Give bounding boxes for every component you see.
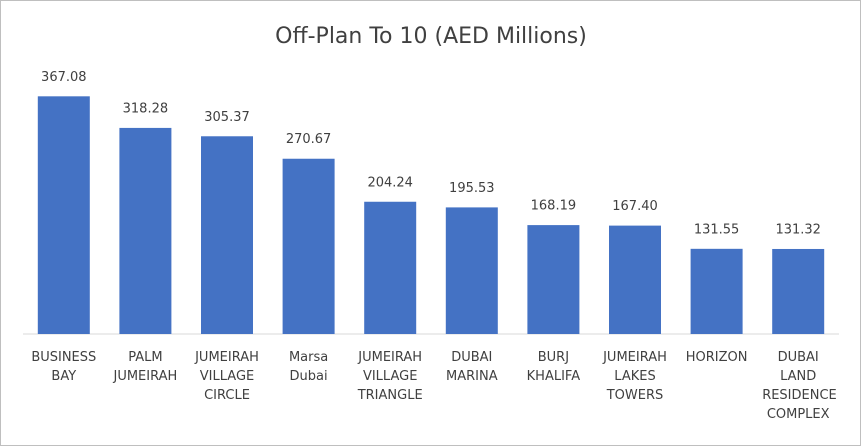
x-tick-label: JUMEIRAH VILLAGE CIRCLE [195,350,259,403]
x-tick-label: HORIZON [685,350,748,365]
bar [37,96,90,334]
bar [772,248,825,334]
data-label: 305.37 [204,110,250,125]
x-tick-label: DUBAI MARINA [446,350,498,384]
x-tick-label: JUMEIRAH VILLAGE TRIANGLE [357,350,423,403]
data-label: 204.24 [367,175,413,190]
data-label: 195.53 [449,181,495,196]
x-tick-label: DUBAI LAND RESIDENCE COMPLEX [762,350,837,422]
bar [690,248,743,334]
bar [201,136,253,334]
x-tick-label: Marsa Dubai [288,350,329,384]
x-tick-label: BUSINESS BAY [31,350,97,384]
data-label: 168.19 [531,199,577,214]
x-tick-label: JUMEIRAH LAKES TOWERS [603,350,667,403]
bar [445,207,498,334]
bar [527,225,580,334]
bar [119,127,172,334]
data-label: 131.55 [694,222,740,237]
x-tick-label: PALM JUMEIRAH [113,350,178,384]
data-label: 318.28 [123,101,169,116]
chart-title: Off-Plan To 10 (AED Millions) [275,24,587,49]
bar [282,158,335,334]
x-tick-label: BURJ KHALIFA [526,350,581,384]
bar [364,201,417,334]
data-label: 367.08 [41,70,87,85]
data-label: 270.67 [286,132,332,147]
data-label: 167.40 [612,199,658,214]
bar [609,225,661,334]
data-label: 131.32 [775,222,821,237]
